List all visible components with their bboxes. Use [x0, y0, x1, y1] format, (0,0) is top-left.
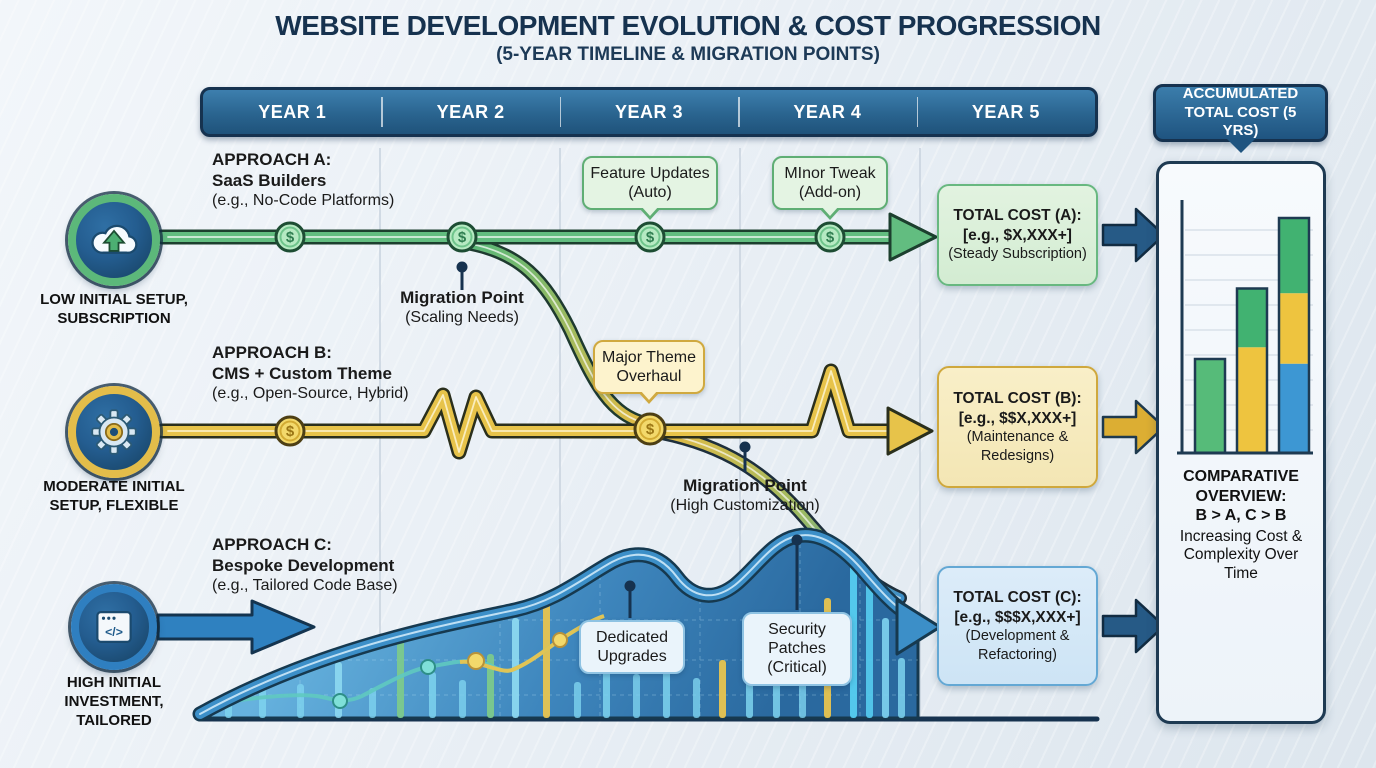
total-cost-a-note: (Steady Subscription): [948, 246, 1087, 263]
approach-b-heading: APPROACH B: CMS + Custom Theme (e.g., Op…: [212, 343, 472, 404]
dollar-icon: $: [286, 423, 295, 440]
approach-c-title: APPROACH C:: [212, 535, 332, 554]
total-c-to-panel-arrow: [1101, 598, 1166, 654]
chart-bar-segment: [1237, 347, 1267, 453]
accumulated-cost-header: ACCUMULATED TOTAL COST (5 YRS): [1153, 84, 1328, 142]
chart-bar-segment: [1279, 293, 1309, 364]
callout-security-patches: Security Patches (Critical): [742, 612, 852, 686]
callout-minor-tweak: MInor Tweak (Add-on): [772, 156, 888, 211]
migration-branch-a-to-b: [459, 236, 655, 431]
approach-a-arrowhead: [888, 212, 938, 262]
overview-heading: COMPARATIVE OVERVIEW:: [1183, 468, 1299, 505]
dollar-icon: $: [646, 421, 655, 438]
accumulated-cost-chart: [1177, 200, 1313, 455]
migration-point-label: Migration Point: [683, 476, 807, 495]
page-title: WEBSITE DEVELOPMENT EVOLUTION & COST PRO…: [275, 10, 1101, 41]
approach-c-name: Bespoke Development: [212, 555, 395, 575]
page-subtitle: (5-YEAR TIMELINE & MIGRATION POINTS): [496, 44, 880, 65]
mini-line-chart: [204, 614, 605, 709]
timeline-year-2: YEAR 2: [381, 90, 559, 134]
coin-green-3: $: [634, 221, 666, 253]
chart-bar-segment: [1195, 359, 1225, 453]
dollar-icon: $: [646, 229, 655, 246]
total-cost-a-title: TOTAL COST (A):: [953, 207, 1082, 225]
overview-note: Increasing Cost & Complexity Over Time: [1179, 527, 1303, 583]
total-cost-c-box: TOTAL COST (C): [e.g., $$$X,XXX+] (Devel…: [937, 566, 1098, 686]
approach-a-title: APPROACH A:: [212, 150, 332, 169]
timeline-year-1: YEAR 1: [258, 101, 327, 122]
comparative-overview: COMPARATIVE OVERVIEW: B > A, C > B Incre…: [1159, 467, 1323, 584]
total-cost-a-box: TOTAL COST (A): [e.g., $X,XXX+] (Steady …: [937, 184, 1098, 286]
total-cost-c-title: TOTAL COST (C):: [953, 589, 1082, 607]
total-cost-a-amount: [e.g., $X,XXX+]: [963, 226, 1072, 244]
approach-a-heading: APPROACH A: SaaS Builders (e.g., No-Code…: [212, 150, 472, 211]
total-cost-c-amount: [e.g., $$$X,XXX+]: [954, 608, 1081, 626]
callout-dedicated-upgrades: Dedicated Upgrades: [579, 620, 685, 675]
approach-b-name: CMS + Custom Theme: [212, 363, 392, 383]
timeline-year-5: YEAR 5: [916, 90, 1095, 134]
chart-bar-segment: [1279, 363, 1309, 453]
accumulated-cost-label: ACCUMULATED TOTAL COST (5 YRS): [1182, 84, 1299, 140]
code-window-icon: </>: [71, 584, 157, 670]
accumulated-cost-panel: COMPARATIVE OVERVIEW: B > A, C > B Incre…: [1156, 161, 1326, 724]
coin-gold-2: $: [633, 412, 667, 446]
approach-a-tagline: LOW INITIAL SETUP, SUBSCRIPTION: [40, 291, 188, 327]
dollar-icon: $: [826, 229, 835, 246]
migration-point-detail: (Scaling Needs): [405, 309, 519, 327]
migration-point-label: Migration Point: [400, 288, 524, 307]
total-cost-c-note: (Development & Refactoring): [965, 628, 1070, 663]
approach-a-name: SaaS Builders: [212, 170, 327, 190]
code-glyph: </>: [105, 625, 123, 639]
approach-b-title: APPROACH B:: [212, 343, 332, 362]
dollar-icon: $: [286, 229, 295, 246]
coin-green-1: $: [274, 221, 306, 253]
total-b-to-panel-arrow: [1101, 399, 1166, 455]
approach-c-example: (e.g., Tailored Code Base): [212, 577, 398, 595]
approach-b-example: (e.g., Open-Source, Hybrid): [212, 385, 409, 403]
callout-feature-updates: Feature Updates (Auto): [582, 156, 718, 211]
gear-icon: [68, 386, 160, 478]
migration-point-detail: (High Customization): [670, 497, 820, 515]
coin-green-4: $: [814, 221, 846, 253]
dollar-icon: $: [458, 229, 467, 246]
overview-comparison: B > A, C > B: [1195, 507, 1287, 525]
total-a-to-panel-arrow: [1101, 207, 1166, 263]
total-cost-b-title: TOTAL COST (B):: [953, 390, 1082, 408]
total-cost-b-amount: [e.g., $$X,XXX+]: [958, 409, 1077, 427]
cloud-upload-icon: [68, 194, 160, 286]
total-cost-b-box: TOTAL COST (B): [e.g., $$X,XXX+] (Mainte…: [937, 366, 1098, 488]
chart-bars: [1193, 216, 1311, 455]
approach-b-arrowhead: [886, 406, 934, 456]
total-cost-b-note: (Maintenance & Redesigns): [966, 429, 1069, 464]
migration-point-scaling: Migration Point (Scaling Needs): [367, 288, 557, 328]
timeline-year-3: YEAR 3: [559, 90, 738, 134]
callout-major-theme-overhaul: Major Theme Overhaul: [593, 340, 705, 395]
approach-c-tagline: HIGH INITIAL INVESTMENT, TAILORED: [64, 674, 164, 729]
migration-point-customization: Migration Point (High Customization): [650, 476, 840, 516]
chart-bar-segment: [1237, 288, 1267, 348]
timeline-header: YEAR 1 YEAR 2 YEAR 3 YEAR 4 YEAR 5: [200, 87, 1098, 137]
approach-b-tagline: MODERATE INITIAL SETUP, FLEXIBLE: [43, 478, 185, 514]
subscription-coins: $ $ $ $ $ $: [274, 221, 846, 447]
coin-green-2: $: [446, 221, 478, 253]
approach-a-line: [154, 212, 938, 262]
approach-c-arrowhead: [895, 598, 942, 656]
timeline-year-4: YEAR 4: [738, 90, 916, 134]
coin-gold-1: $: [274, 415, 306, 447]
approach-c-start-arrow: [156, 599, 316, 655]
chart-bar-segment: [1279, 218, 1309, 294]
approach-a-example: (e.g., No-Code Platforms): [212, 192, 395, 210]
approach-c-heading: APPROACH C: Bespoke Development (e.g., T…: [212, 535, 472, 596]
